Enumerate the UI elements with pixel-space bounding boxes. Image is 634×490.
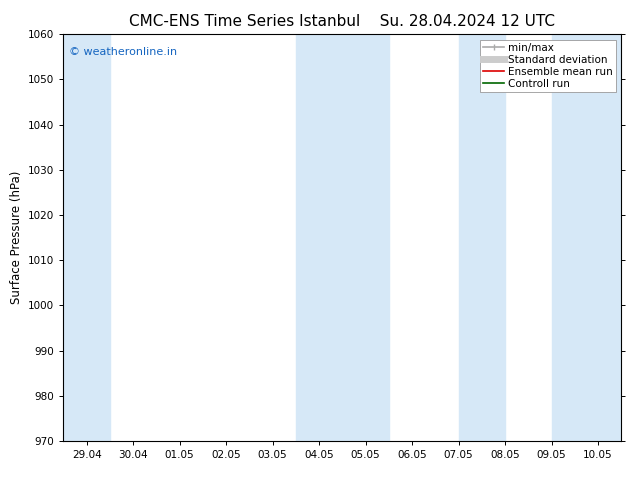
Legend: min/max, Standard deviation, Ensemble mean run, Controll run: min/max, Standard deviation, Ensemble me…: [480, 40, 616, 92]
Bar: [296, 34, 389, 441]
Text: © weatheronline.in: © weatheronline.in: [69, 47, 177, 56]
Bar: [458, 34, 505, 441]
Bar: [552, 34, 621, 441]
Title: CMC-ENS Time Series Istanbul    Su. 28.04.2024 12 UTC: CMC-ENS Time Series Istanbul Su. 28.04.2…: [129, 14, 555, 29]
Bar: [63, 34, 110, 441]
Y-axis label: Surface Pressure (hPa): Surface Pressure (hPa): [10, 171, 23, 304]
